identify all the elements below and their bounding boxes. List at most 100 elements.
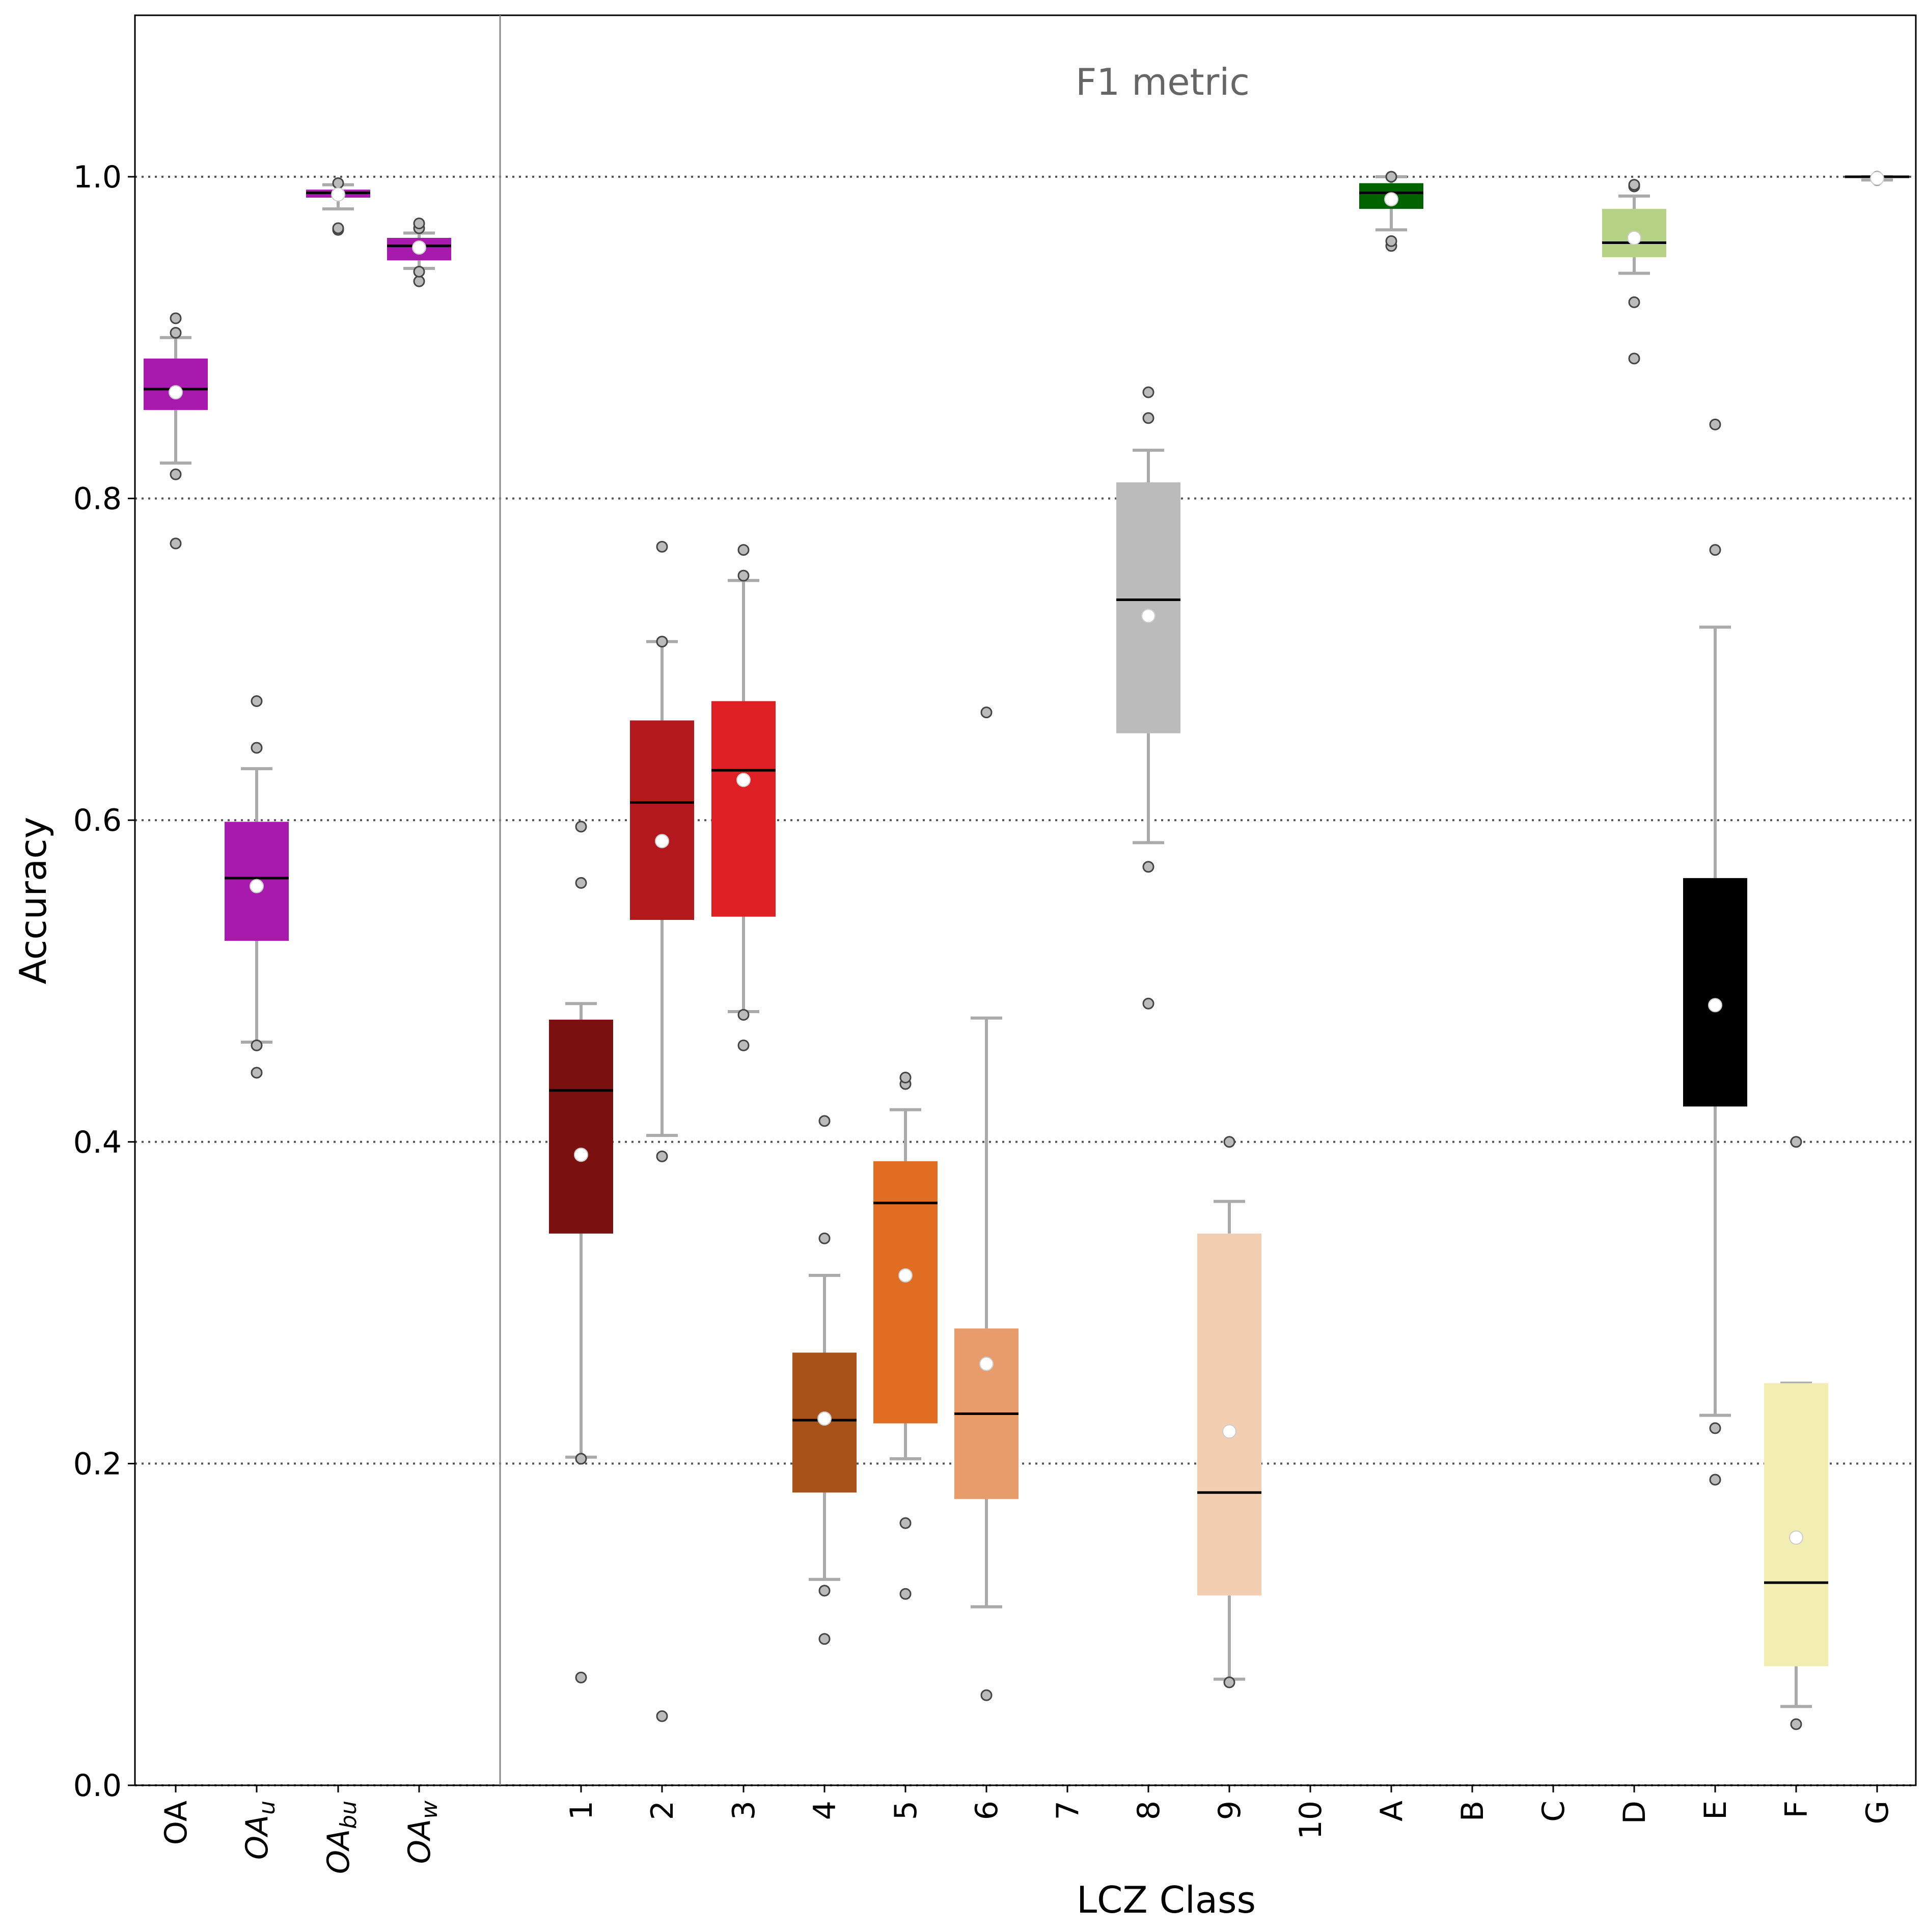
x-tick-label: 4 xyxy=(807,1801,843,1820)
mean-marker xyxy=(250,879,264,893)
outlier-point xyxy=(818,1232,831,1244)
x-tick-label: B xyxy=(1455,1801,1491,1821)
x-tick-label: 6 xyxy=(969,1801,1005,1820)
box-group xyxy=(711,544,776,1051)
box-group xyxy=(1197,1136,1261,1689)
outlier-point xyxy=(332,222,344,234)
box-group xyxy=(1845,171,1909,186)
box-group xyxy=(873,1071,938,1600)
x-tick-label: OAu xyxy=(239,1801,280,1860)
y-tick-label: 0.8 xyxy=(73,481,122,517)
outlier-point xyxy=(1142,861,1154,873)
outlier-point xyxy=(251,1039,263,1051)
x-tick-label: G xyxy=(1860,1801,1895,1825)
x-tick-label: 7 xyxy=(1050,1801,1086,1820)
outlier-point xyxy=(332,177,344,189)
outlier-point xyxy=(656,1710,668,1722)
box-group xyxy=(387,217,451,287)
outlier-point xyxy=(1628,179,1640,191)
outlier-point xyxy=(251,695,263,708)
outlier-point xyxy=(413,217,425,230)
box-group xyxy=(630,540,694,1722)
x-tick-label: OAw xyxy=(402,1800,443,1864)
outlier-point xyxy=(737,544,750,556)
outlier-point xyxy=(1628,352,1640,365)
mean-marker xyxy=(1708,998,1722,1013)
box-group xyxy=(792,1115,857,1645)
grid-layer xyxy=(135,176,1916,1786)
outlier-point xyxy=(980,1689,993,1701)
x-tick-label: OA xyxy=(158,1801,194,1845)
outlier-point xyxy=(1385,171,1397,183)
x-tick-label: 8 xyxy=(1131,1801,1167,1820)
outlier-point xyxy=(656,540,668,553)
outlier-point xyxy=(1223,1136,1235,1148)
plot-frame xyxy=(134,14,1917,1786)
box-group xyxy=(1683,418,1747,1486)
outlier-point xyxy=(899,1588,912,1600)
y-tick-label: 0.6 xyxy=(73,803,122,838)
mean-marker xyxy=(655,834,669,849)
outlier-point xyxy=(575,1453,587,1465)
box-group xyxy=(1602,179,1666,365)
outlier-point xyxy=(575,1671,587,1683)
outlier-point xyxy=(737,1039,750,1051)
outlier-point xyxy=(251,742,263,754)
mean-marker xyxy=(1870,171,1884,186)
mean-marker xyxy=(1789,1530,1803,1545)
outlier-point xyxy=(1709,544,1721,556)
box-iqr xyxy=(630,720,694,920)
outlier-point xyxy=(1142,412,1154,424)
y-tick-label: 0.2 xyxy=(73,1446,122,1482)
box-group xyxy=(144,312,208,550)
mean-marker xyxy=(1384,192,1398,207)
box-group xyxy=(549,821,613,1683)
mean-marker xyxy=(412,240,426,255)
x-tick-label: 3 xyxy=(726,1801,762,1820)
outlier-point xyxy=(818,1115,831,1127)
outlier-point xyxy=(170,468,182,480)
annotation-text: F1 metric xyxy=(1076,61,1250,103)
outlier-point xyxy=(1223,1676,1235,1689)
outlier-point xyxy=(170,537,182,550)
outlier-point xyxy=(1628,296,1640,308)
outlier-point xyxy=(1790,1718,1802,1730)
mean-marker xyxy=(817,1411,832,1426)
box-iqr xyxy=(711,701,776,917)
outlier-point xyxy=(899,1071,912,1083)
outlier-point xyxy=(980,706,993,719)
box-group xyxy=(1116,386,1180,1010)
box-group xyxy=(306,177,370,236)
box-iqr xyxy=(873,1161,938,1424)
outlier-point xyxy=(413,275,425,287)
outlier-point xyxy=(818,1633,831,1645)
outlier-point xyxy=(656,1150,668,1162)
mean-marker xyxy=(331,187,345,202)
outlier-point xyxy=(575,821,587,833)
y-axis-title: Accuracy xyxy=(12,817,54,985)
y-tick-label: 0.0 xyxy=(73,1768,122,1804)
outlier-point xyxy=(899,1517,912,1529)
box-iqr xyxy=(144,358,208,410)
x-tick-label: 1 xyxy=(564,1801,599,1820)
x-tick-label: F xyxy=(1779,1801,1814,1818)
box-group xyxy=(225,695,289,1079)
mean-marker xyxy=(898,1268,913,1283)
x-tick-label: D xyxy=(1617,1801,1653,1824)
x-tick-label: A xyxy=(1374,1801,1410,1821)
box-group xyxy=(954,706,1019,1701)
outlier-point xyxy=(575,877,587,889)
box-iqr xyxy=(1197,1233,1261,1596)
outlier-point xyxy=(656,636,668,648)
box-iqr xyxy=(1764,1383,1828,1667)
outlier-point xyxy=(1790,1136,1802,1148)
outlier-point xyxy=(1709,1474,1721,1486)
outlier-point xyxy=(1385,235,1397,247)
mean-marker xyxy=(169,385,183,400)
box-iqr xyxy=(1116,482,1180,733)
outlier-point xyxy=(818,1585,831,1597)
mean-marker xyxy=(1627,231,1641,246)
x-tick-label: E xyxy=(1698,1801,1734,1820)
box-group xyxy=(1764,1136,1828,1730)
